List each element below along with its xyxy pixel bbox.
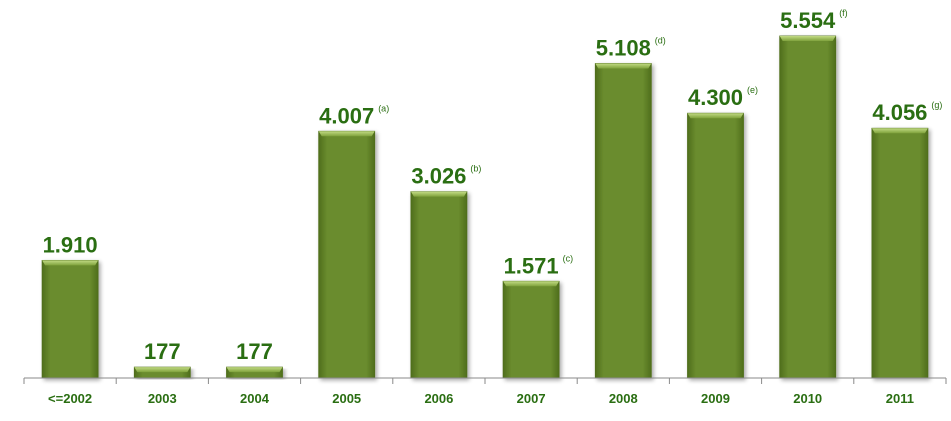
bar-value-label: 3.026 [411, 164, 466, 189]
bar [779, 35, 837, 379]
bar-value-label: 5.554 [780, 8, 836, 33]
x-axis-tick-label: 2010 [793, 391, 822, 406]
bar-body [318, 130, 376, 379]
x-axis-ticks-layer: <=2002 2003 2004 2005 2006 2007 2008 2009 2010 20… [23, 378, 947, 406]
bar-bevel [871, 128, 928, 134]
bar [318, 130, 376, 379]
bar-bevel [779, 36, 836, 41]
bar [226, 366, 283, 379]
bar-value-label: 4.300 [688, 85, 743, 110]
bar-value-label: 1.571 [504, 253, 559, 278]
bar-bevel [318, 131, 375, 137]
bar-bevel [595, 63, 652, 69]
bar-value-label: 177 [236, 339, 273, 364]
x-axis-tick-label: 2006 [424, 391, 453, 406]
bar-body [410, 191, 468, 379]
bar-bevel [410, 191, 467, 197]
bar-bevel [226, 367, 283, 373]
bars-layer [41, 35, 929, 379]
bar [871, 127, 929, 379]
bar-footnote-marker: (c) [563, 253, 574, 263]
bar-bevel [134, 367, 191, 373]
bar-value-label: 4.007 [319, 103, 374, 128]
bar-bevel [42, 260, 99, 266]
bar-body [41, 259, 99, 379]
bar-body [502, 280, 560, 379]
bar-footnote-marker: (f) [839, 8, 848, 18]
x-axis-tick-label: 2003 [148, 391, 177, 406]
bar-value-label: 4.056 [872, 100, 927, 125]
bar-body [779, 35, 837, 379]
bar-footnote-marker: (d) [655, 35, 666, 45]
bar-body [687, 112, 744, 379]
x-axis-tick-label: 2004 [240, 391, 270, 406]
bar [594, 63, 652, 379]
bar [410, 191, 468, 379]
bar [502, 280, 560, 379]
bar-value-label: 177 [144, 339, 181, 364]
bar-footnote-marker: (e) [747, 85, 758, 95]
bar [133, 366, 191, 379]
bar [41, 259, 99, 379]
x-axis-tick-label: 2011 [886, 391, 914, 406]
bar-value-label: 1.910 [43, 232, 98, 257]
bar-footnote-marker: (a) [378, 103, 389, 113]
bar-body [871, 127, 929, 379]
bar-bevel [503, 281, 560, 287]
bar-footnote-marker: (b) [470, 164, 481, 174]
x-axis-tick-label: 2009 [701, 391, 730, 406]
value-labels-layer: 1.910 177 177 4.007 (a) 3.026 (b) 1.571 (c) 5.108… [43, 8, 943, 364]
bar-footnote-marker: (g) [931, 100, 942, 110]
x-axis-tick-label: 2007 [517, 391, 546, 406]
bar-bevel [687, 113, 744, 119]
bar [687, 112, 744, 379]
x-axis-tick-label: <=2002 [48, 391, 92, 406]
x-axis-tick-label: 2008 [609, 391, 638, 406]
x-axis-tick-label: 2005 [332, 391, 361, 406]
bar-body [594, 63, 652, 379]
bar-value-label: 5.108 [596, 35, 651, 60]
